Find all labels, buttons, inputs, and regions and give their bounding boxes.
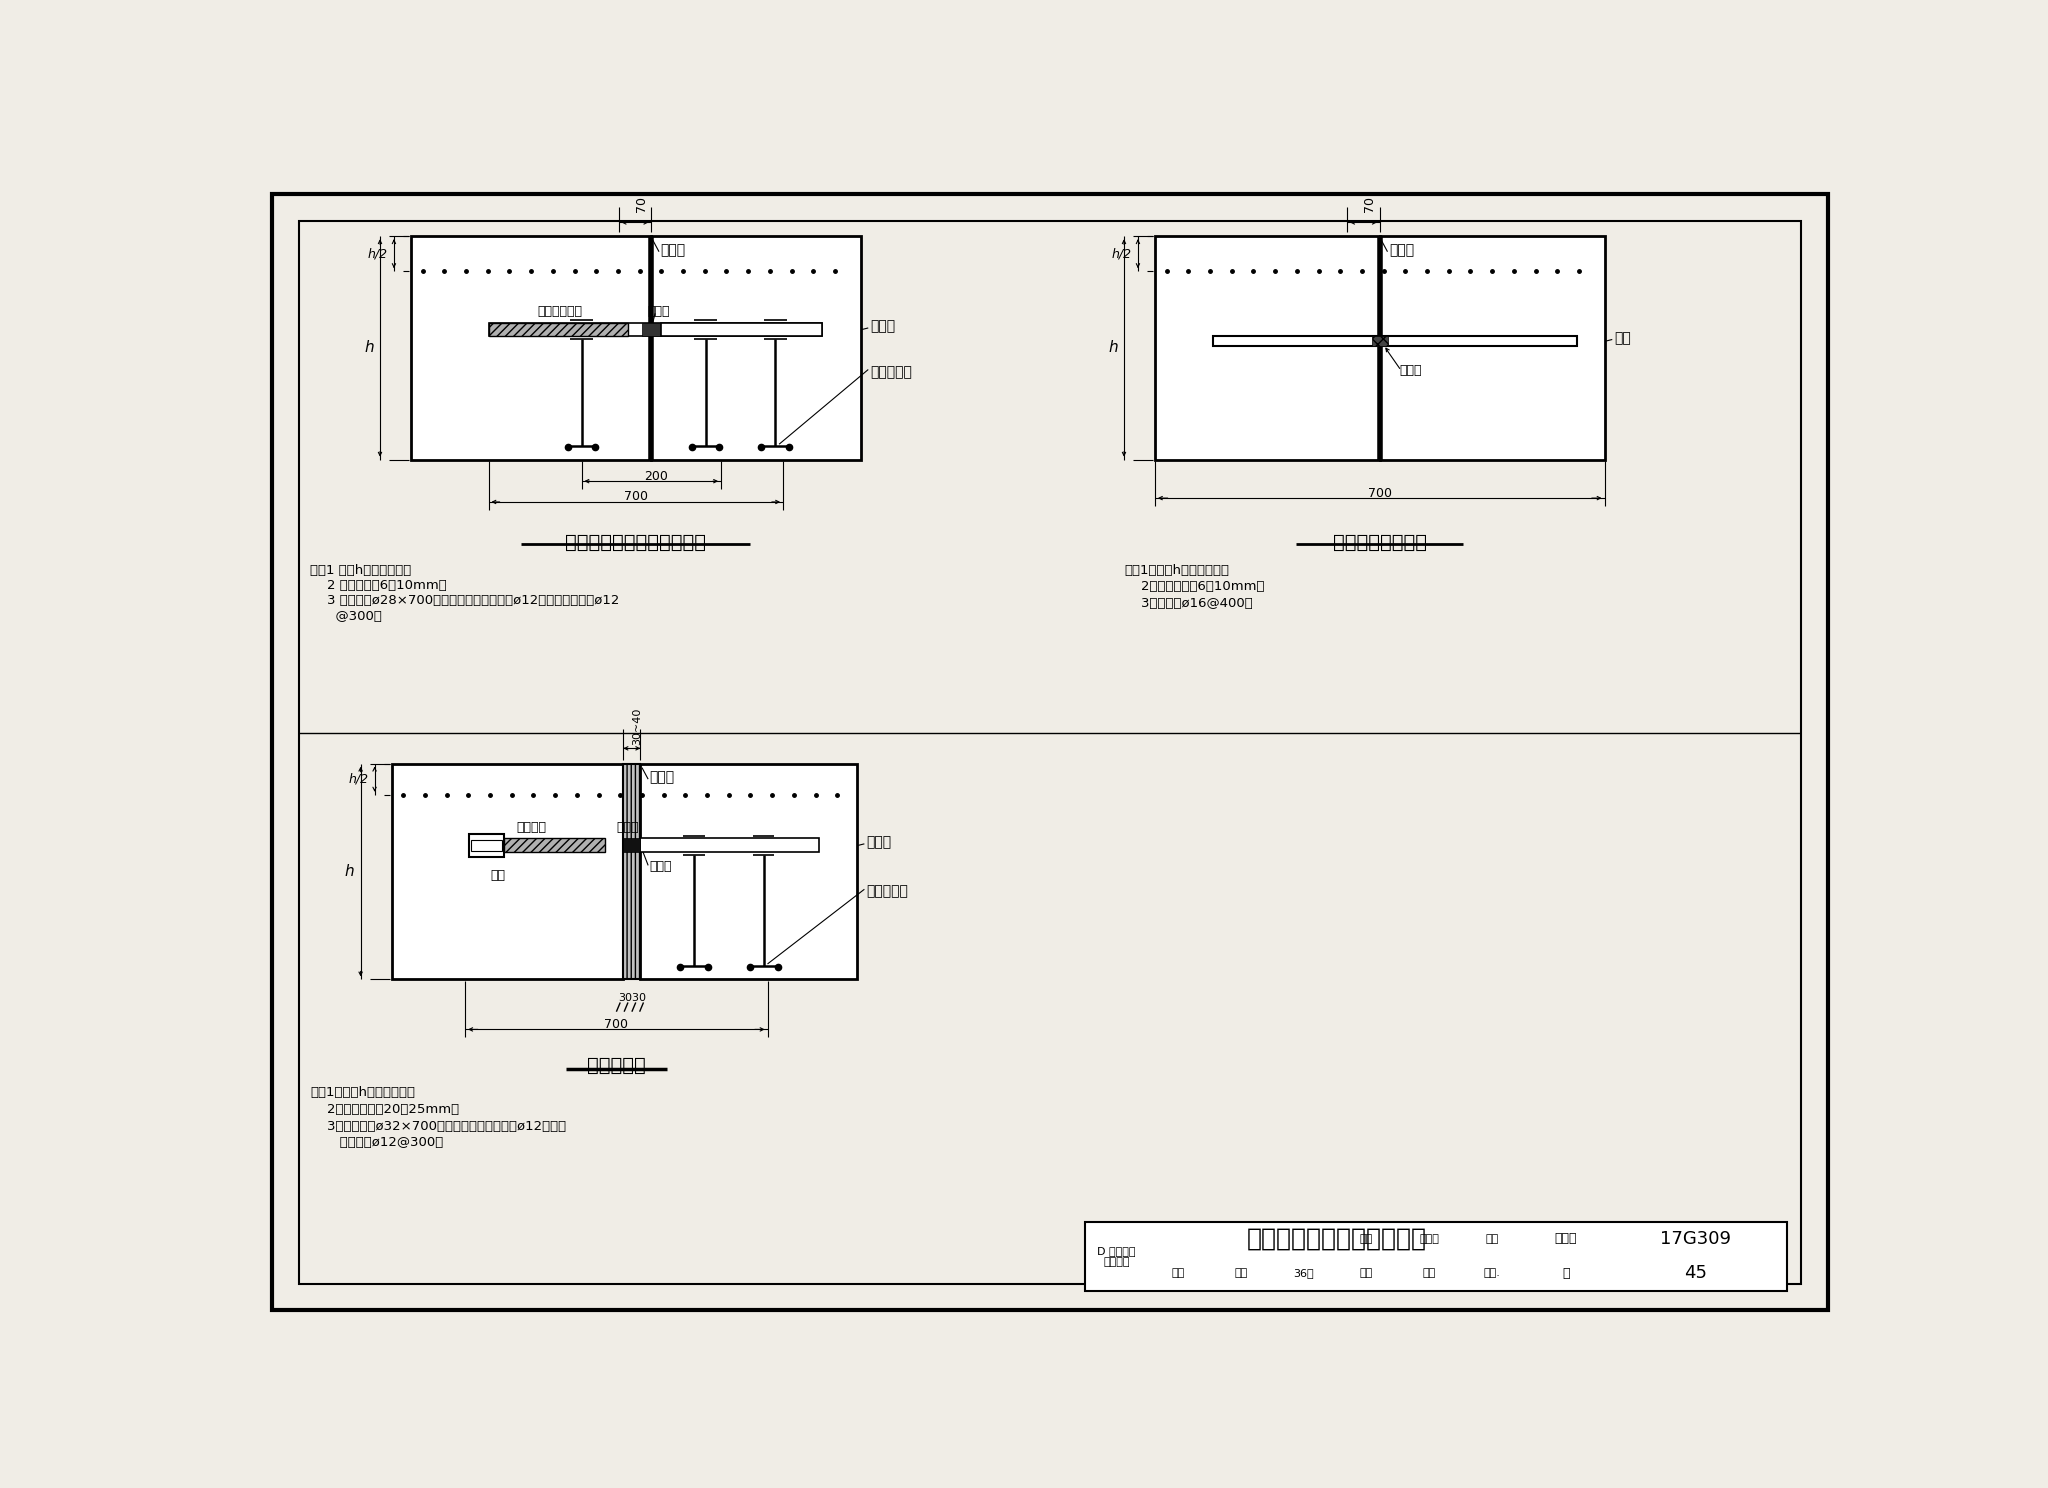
Text: 填缝料: 填缝料 [662, 243, 686, 257]
Text: 拉杆: 拉杆 [1614, 330, 1630, 345]
Bar [412, 237, 651, 460]
Bar [391, 763, 623, 979]
Text: 沥青材料裹敷: 沥青材料裹敷 [537, 305, 582, 318]
Bar [623, 763, 641, 979]
Text: 沥青涂布: 沥青涂布 [516, 821, 547, 835]
Text: 700: 700 [625, 491, 647, 503]
Text: 70: 70 [1364, 196, 1376, 211]
Text: 注：1．图中h为路面厚度。: 注：1．图中h为路面厚度。 [309, 1086, 416, 1098]
Text: 填缝料: 填缝料 [649, 771, 676, 784]
Text: 700: 700 [604, 1018, 629, 1031]
Text: 传力杆: 传力杆 [870, 320, 895, 333]
Text: 张艳鹏: 张艳鹏 [1419, 1234, 1440, 1244]
Text: 标准: 标准 [1485, 1234, 1499, 1244]
Text: 2．切缝宽度为6～10mm。: 2．切缝宽度为6～10mm。 [1124, 580, 1264, 594]
Text: 普通混凝土路面接缝构造图: 普通混凝土路面接缝构造图 [1247, 1226, 1427, 1251]
Bar [641, 763, 856, 979]
Text: 36偷: 36偷 [1294, 1268, 1315, 1278]
Text: 70: 70 [635, 196, 647, 211]
Bar [1212, 336, 1577, 347]
Bar [1085, 1222, 1786, 1292]
Text: 700: 700 [1368, 487, 1393, 500]
Text: 传力杆: 传力杆 [866, 835, 891, 850]
Text: 审核: 审核 [1171, 1268, 1186, 1278]
Text: 3 传力杆为ø28×700热轧圆钢，横向钢筋为ø12，传力杆支架为ø12: 3 传力杆为ø28×700热轧圆钢，横向钢筋为ø12，传力杆支架为ø12 [309, 594, 621, 607]
Text: 3030: 3030 [618, 992, 645, 1003]
Bar [641, 323, 662, 336]
Bar [1372, 336, 1386, 347]
Text: 陈东.: 陈东. [1483, 1268, 1501, 1278]
Text: h/2: h/2 [369, 247, 387, 260]
Bar [641, 838, 819, 853]
Text: 接缝料: 接缝料 [649, 860, 672, 873]
Text: 设传力杆的横向缩缝构造图: 设传力杆的横向缩缝构造图 [565, 533, 707, 552]
Text: h: h [365, 341, 375, 356]
Bar [1380, 237, 1604, 460]
Text: 防锈漆: 防锈漆 [1399, 363, 1421, 376]
Text: @300。: @300。 [309, 610, 383, 623]
Text: 2 切缝宽度为6～10mm。: 2 切缝宽度为6～10mm。 [309, 579, 446, 592]
Bar [651, 237, 860, 460]
Text: 页: 页 [1563, 1266, 1569, 1280]
Bar [504, 838, 604, 853]
Text: 200: 200 [643, 470, 668, 482]
Text: 设计: 设计 [1360, 1234, 1374, 1244]
Text: 注：1．图中h为路面厚度。: 注：1．图中h为路面厚度。 [1124, 564, 1229, 576]
Text: 校对: 校对 [1360, 1268, 1374, 1278]
Bar [489, 323, 821, 336]
Text: 注：1 图中h为路面厚度。: 注：1 图中h为路面厚度。 [309, 564, 412, 576]
Text: 3．传力杆为ø32×700热轧圆钢，横向钢筋为ø12，传力: 3．传力杆为ø32×700热轧圆钢，横向钢筋为ø12，传力 [309, 1119, 567, 1132]
Text: 3．拉杆为ø16@400。: 3．拉杆为ø16@400。 [1124, 598, 1253, 610]
Text: 胀缝构造图: 胀缝构造图 [588, 1056, 645, 1076]
Bar [489, 323, 629, 336]
Bar [662, 323, 821, 336]
Text: D 混凝土路
面、桥面: D 混凝土路 面、桥面 [1098, 1245, 1135, 1268]
Text: h: h [344, 865, 354, 879]
Text: 杆支架为ø12@300。: 杆支架为ø12@300。 [309, 1137, 444, 1149]
Bar [623, 838, 641, 853]
Text: 填缝料: 填缝料 [1389, 243, 1415, 257]
Text: 防锈漆: 防锈漆 [616, 821, 639, 835]
Text: 防锈漆: 防锈漆 [647, 305, 670, 318]
Text: 30~40: 30~40 [633, 708, 641, 745]
Text: h/2: h/2 [348, 772, 369, 786]
Text: 传力杆支架: 传力杆支架 [866, 884, 907, 899]
Text: h: h [1108, 341, 1118, 356]
Bar [471, 841, 502, 851]
Text: 2．切缝宽度为20～25mm。: 2．切缝宽度为20～25mm。 [309, 1103, 459, 1116]
Text: 传力杆支架: 传力杆支架 [870, 365, 911, 379]
Text: 张循: 张循 [1235, 1268, 1247, 1278]
Bar [1155, 237, 1380, 460]
Text: 17G309: 17G309 [1659, 1231, 1731, 1248]
Text: 45: 45 [1683, 1265, 1706, 1283]
Text: h/2: h/2 [1112, 247, 1133, 260]
Text: 空隙: 空隙 [489, 869, 506, 882]
Text: 图集号: 图集号 [1554, 1232, 1577, 1245]
Text: 纵向施工缝构造图: 纵向施工缝构造图 [1333, 533, 1427, 552]
Text: 陈东: 陈东 [1423, 1268, 1436, 1278]
Bar [469, 833, 504, 857]
